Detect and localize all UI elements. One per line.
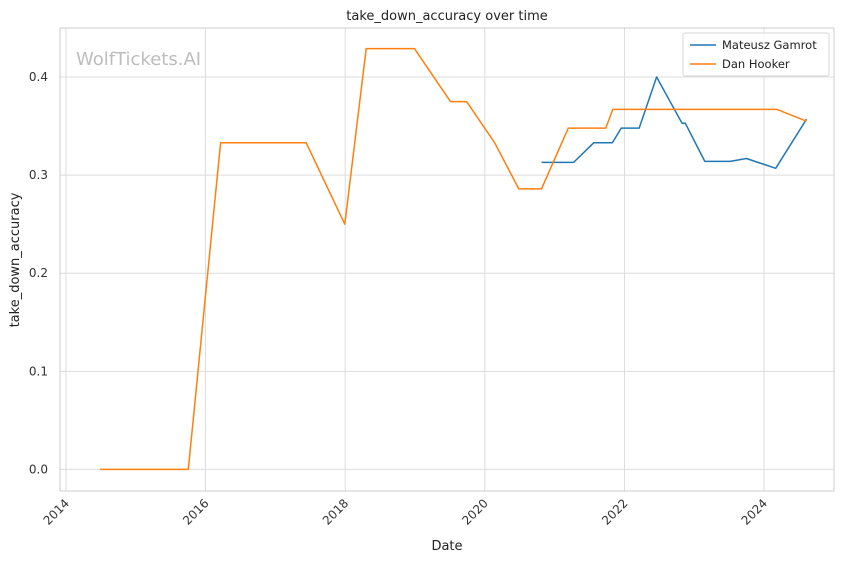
- legend-box: [682, 32, 830, 77]
- series-line-mateusz-gamrot: [541, 76, 808, 170]
- plot-frame: [59, 27, 835, 492]
- watermark-text: WolfTickets.AI: [76, 49, 201, 70]
- x-tick-label: 2016: [180, 496, 211, 527]
- y-tick-labels: 0.0 0.1 0.2 0.3 0.4: [29, 70, 48, 476]
- y-axis-label: take_down_accuracy: [8, 192, 23, 327]
- x-tick-label: 2018: [320, 496, 351, 527]
- chart-title: take_down_accuracy over time: [346, 9, 547, 24]
- x-tick-label: 2024: [739, 496, 770, 527]
- y-tick-label: 0.3: [29, 168, 48, 182]
- legend: Mateusz Gamrot Dan Hooker: [682, 32, 830, 77]
- series-line-dan-hooker: [100, 47, 807, 471]
- x-tick-labels: 2014 2016 2018 2020 2022 2024: [41, 496, 771, 527]
- series-lines: [100, 47, 808, 471]
- legend-label-dan-hooker: Dan Hooker: [722, 57, 790, 71]
- x-axis-label: Date: [431, 539, 462, 554]
- y-tick-label: 0.0: [29, 462, 48, 476]
- y-tick-label: 0.2: [29, 266, 48, 280]
- y-tick-label: 0.1: [29, 364, 48, 378]
- x-tick-label: 2022: [599, 496, 630, 527]
- legend-label-mateusz-gamrot: Mateusz Gamrot: [722, 38, 817, 52]
- x-tick-label: 2020: [459, 496, 490, 527]
- y-tick-label: 0.4: [29, 70, 48, 84]
- x-tick-label: 2014: [41, 496, 72, 527]
